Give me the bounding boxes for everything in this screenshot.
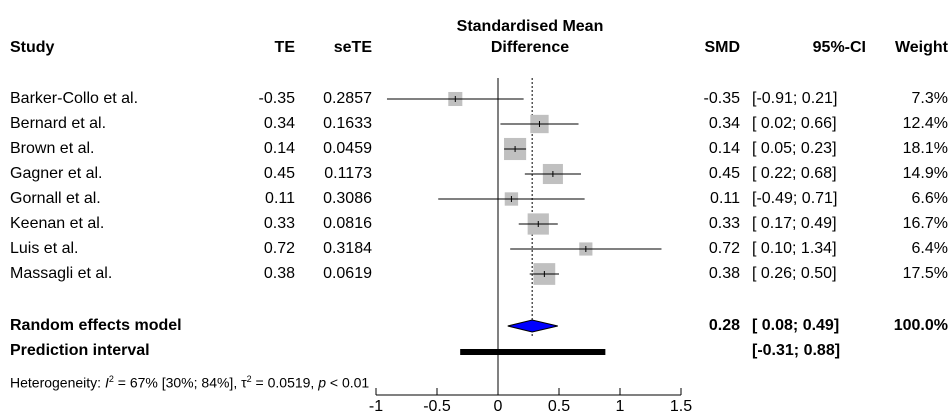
study-sete: 0.0459 xyxy=(323,140,372,157)
study-name: Luis et al. xyxy=(10,240,79,257)
study-smd: 0.11 xyxy=(710,190,740,207)
study-smd: 0.33 xyxy=(708,215,740,232)
study-weight: 6.6% xyxy=(911,190,948,207)
study-smd: 0.72 xyxy=(708,240,740,257)
header-te: TE xyxy=(274,39,295,56)
plot-title-line2: Difference xyxy=(490,39,570,56)
study-smd: 0.38 xyxy=(708,265,740,282)
study-sete: 0.1173 xyxy=(324,165,372,182)
study-ci: [ 0.22; 0.68] xyxy=(752,165,837,182)
study-te: 0.45 xyxy=(263,165,295,182)
study-te: 0.34 xyxy=(263,115,295,132)
study-smd: 0.45 xyxy=(708,165,740,182)
study-name: Brown et al. xyxy=(10,140,95,157)
study-ci: [ 0.17; 0.49] xyxy=(752,215,837,232)
x-tick-label: -0.5 xyxy=(423,398,451,414)
study-ci: [ 0.10; 1.34] xyxy=(752,240,837,257)
prediction-interval-bar xyxy=(460,349,606,355)
study-smd: -0.35 xyxy=(703,90,740,107)
study-sete: 0.1633 xyxy=(323,115,372,132)
study-te: 0.33 xyxy=(263,215,295,232)
study-ci: [-0.91; 0.21] xyxy=(752,90,838,107)
random-effects-weight: 100.0% xyxy=(893,317,948,334)
study-ci: [ 0.26; 0.50] xyxy=(752,265,837,282)
study-te: 0.14 xyxy=(263,140,295,157)
prediction-interval-ci: [-0.31; 0.88] xyxy=(752,342,841,359)
header-smd: SMD xyxy=(704,39,740,56)
study-name: Massagli et al. xyxy=(10,265,113,282)
study-weight: 17.5% xyxy=(902,265,948,282)
header-study: Study xyxy=(10,39,55,56)
heterogeneity-text: Heterogeneity: I2 = 67% [30%; 84%], τ2 =… xyxy=(10,374,370,391)
study-weight: 7.3% xyxy=(911,90,948,107)
p-symbol: p xyxy=(318,374,327,391)
i2-value: = 67% [30%; 84%], xyxy=(113,374,242,391)
heterogeneity-prefix: Heterogeneity: xyxy=(10,374,105,391)
prediction-interval-label: Prediction interval xyxy=(10,342,150,359)
study-name: Barker-Collo et al. xyxy=(10,90,139,107)
study-weight: 16.7% xyxy=(902,215,948,232)
random-effects-label: Random effects model xyxy=(10,317,182,334)
study-name: Bernard et al. xyxy=(10,115,107,132)
tau-symbol: τ xyxy=(241,374,247,391)
study-sete: 0.3086 xyxy=(323,190,372,207)
study-te: 0.38 xyxy=(263,265,295,282)
study-te: -0.35 xyxy=(258,90,295,107)
study-name: Gornall et al. xyxy=(10,190,101,207)
study-te: 0.11 xyxy=(265,190,295,207)
study-name: Keenan et al. xyxy=(10,215,105,232)
header-weight: Weight xyxy=(894,39,948,56)
x-tick-label: 1 xyxy=(616,398,625,414)
x-tick-label: 0 xyxy=(494,398,503,414)
study-sete: 0.0619 xyxy=(323,265,372,282)
x-tick-label: -1 xyxy=(369,398,383,414)
study-smd: 0.14 xyxy=(708,140,740,157)
random-effects-diamond xyxy=(507,319,558,333)
study-weight: 14.9% xyxy=(902,165,948,182)
study-te: 0.72 xyxy=(263,240,295,257)
study-sete: 0.2857 xyxy=(323,90,372,107)
header-sete: seTE xyxy=(333,39,372,56)
study-smd: 0.34 xyxy=(708,115,740,132)
random-effects-ci: [ 0.08; 0.49] xyxy=(752,317,840,334)
x-tick-label: 1.5 xyxy=(670,398,692,414)
study-sete: 0.0816 xyxy=(323,215,372,232)
tau-value: = 0.0519, xyxy=(251,374,319,391)
study-weight: 18.1% xyxy=(902,140,948,157)
x-tick-label: 0.5 xyxy=(548,398,570,414)
p-value: < 0.01 xyxy=(326,374,370,391)
study-weight: 12.4% xyxy=(902,115,948,132)
study-sete: 0.3184 xyxy=(323,240,372,257)
i2-symbol: I xyxy=(104,374,109,391)
study-ci: [ 0.05; 0.23] xyxy=(752,140,837,157)
study-name: Gagner et al. xyxy=(10,165,103,182)
plot-title-line1: Standardised Mean xyxy=(456,18,604,35)
random-effects-smd: 0.28 xyxy=(708,317,740,334)
header-ci: 95%-CI xyxy=(812,39,866,56)
study-weight: 6.4% xyxy=(911,240,948,257)
study-ci: [ 0.02; 0.66] xyxy=(752,115,837,132)
study-ci: [-0.49; 0.71] xyxy=(752,190,838,207)
